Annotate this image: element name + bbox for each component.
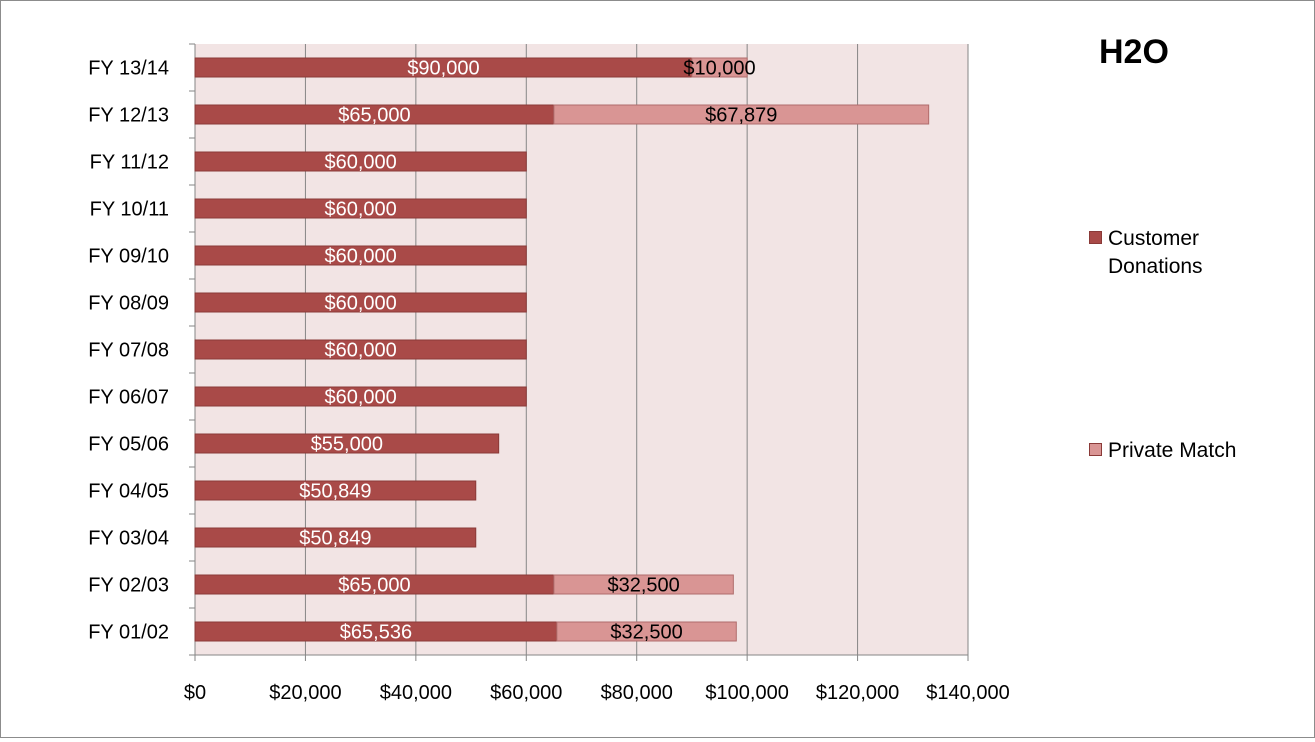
x-tick-label: $100,000 bbox=[705, 682, 788, 704]
data-label: $60,000 bbox=[324, 293, 396, 315]
x-tick-label: $60,000 bbox=[490, 682, 562, 704]
bar-customer-donations bbox=[194, 433, 500, 454]
bar-customer-donations bbox=[194, 151, 527, 172]
category-label: FY 12/13 bbox=[88, 105, 169, 127]
category-label: FY 13/14 bbox=[88, 58, 169, 80]
bar-customer-donations bbox=[194, 386, 527, 407]
bar-customer-donations bbox=[194, 527, 477, 548]
legend-label-private-match: Private Match bbox=[1108, 439, 1237, 462]
data-label: $60,000 bbox=[324, 152, 396, 174]
x-tick-label: $140,000 bbox=[926, 682, 1009, 704]
data-label: $50,849 bbox=[299, 528, 371, 550]
x-tick-label: $20,000 bbox=[269, 682, 341, 704]
category-label: FY 08/09 bbox=[88, 293, 169, 315]
data-label: $32,500 bbox=[607, 575, 679, 597]
data-label: $50,849 bbox=[299, 481, 371, 503]
data-label: $65,000 bbox=[338, 105, 410, 127]
category-label: FY 02/03 bbox=[88, 575, 169, 597]
data-label: $60,000 bbox=[324, 340, 396, 362]
category-label: FY 04/05 bbox=[88, 481, 169, 503]
legend-item-private-match: Private Match bbox=[1089, 437, 1258, 465]
category-label: FY 06/07 bbox=[88, 387, 169, 409]
bar-private-match bbox=[556, 621, 737, 642]
chart-title: H2O bbox=[1099, 33, 1169, 71]
data-label: $65,000 bbox=[338, 575, 410, 597]
legend-swatch-customer-donations bbox=[1089, 231, 1102, 244]
data-label: $67,879 bbox=[705, 105, 777, 127]
category-label: FY 05/06 bbox=[88, 434, 169, 456]
bar-private-match bbox=[553, 104, 930, 125]
category-label: FY 03/04 bbox=[88, 528, 169, 550]
legend-label-customer-donations: Customer Donations bbox=[1108, 227, 1203, 278]
bar-customer-donations bbox=[194, 198, 527, 219]
data-label: $65,536 bbox=[340, 622, 412, 644]
bar-customer-donations bbox=[194, 339, 527, 360]
legend-swatch-private-match bbox=[1089, 443, 1102, 456]
data-label: $60,000 bbox=[324, 387, 396, 409]
bar-customer-donations bbox=[194, 292, 527, 313]
category-label: FY 10/11 bbox=[90, 199, 169, 221]
category-label: FY 07/08 bbox=[88, 340, 169, 362]
legend-item-customer-donations: Customer Donations bbox=[1089, 225, 1258, 281]
data-label: $10,000 bbox=[683, 58, 755, 80]
bar-private-match bbox=[553, 574, 734, 595]
category-label: FY 11/12 bbox=[90, 152, 169, 174]
bar-customer-donations bbox=[194, 245, 527, 266]
data-label: $60,000 bbox=[324, 199, 396, 221]
category-label: FY 09/10 bbox=[88, 246, 169, 268]
bar-private-match bbox=[691, 57, 748, 78]
x-tick-label: $120,000 bbox=[816, 682, 899, 704]
bar-customer-donations bbox=[194, 480, 477, 501]
data-label: $90,000 bbox=[407, 58, 479, 80]
data-label: $55,000 bbox=[311, 434, 383, 456]
data-label: $60,000 bbox=[324, 246, 396, 268]
category-label: FY 01/02 bbox=[88, 622, 169, 644]
x-tick-label: $40,000 bbox=[380, 682, 452, 704]
x-tick-label: $80,000 bbox=[601, 682, 673, 704]
x-tick-label: $0 bbox=[184, 682, 206, 704]
data-label: $32,500 bbox=[610, 622, 682, 644]
